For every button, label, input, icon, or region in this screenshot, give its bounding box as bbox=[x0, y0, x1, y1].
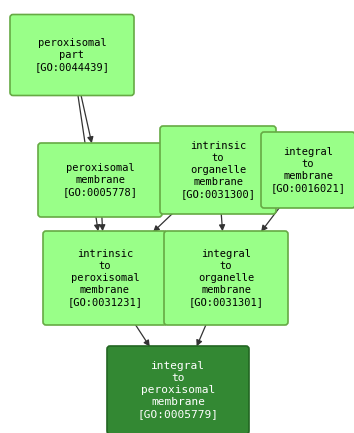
Text: peroxisomal
part
[GO:0044439]: peroxisomal part [GO:0044439] bbox=[34, 38, 109, 72]
FancyBboxPatch shape bbox=[164, 231, 288, 325]
Text: intrinsic
to
organelle
membrane
[GO:0031300]: intrinsic to organelle membrane [GO:0031… bbox=[181, 141, 256, 199]
FancyBboxPatch shape bbox=[160, 126, 276, 214]
Text: integral
to
organelle
membrane
[GO:0031301]: integral to organelle membrane [GO:00313… bbox=[188, 249, 263, 307]
FancyBboxPatch shape bbox=[38, 143, 162, 217]
FancyBboxPatch shape bbox=[107, 346, 249, 433]
Text: integral
to
peroxisomal
membrane
[GO:0005779]: integral to peroxisomal membrane [GO:000… bbox=[137, 361, 218, 419]
Text: intrinsic
to
peroxisomal
membrane
[GO:0031231]: intrinsic to peroxisomal membrane [GO:00… bbox=[68, 249, 143, 307]
Text: integral
to
membrane
[GO:0016021]: integral to membrane [GO:0016021] bbox=[270, 147, 346, 193]
Text: peroxisomal
membrane
[GO:0005778]: peroxisomal membrane [GO:0005778] bbox=[63, 163, 137, 197]
FancyBboxPatch shape bbox=[10, 14, 134, 96]
FancyBboxPatch shape bbox=[261, 132, 354, 208]
FancyBboxPatch shape bbox=[43, 231, 167, 325]
